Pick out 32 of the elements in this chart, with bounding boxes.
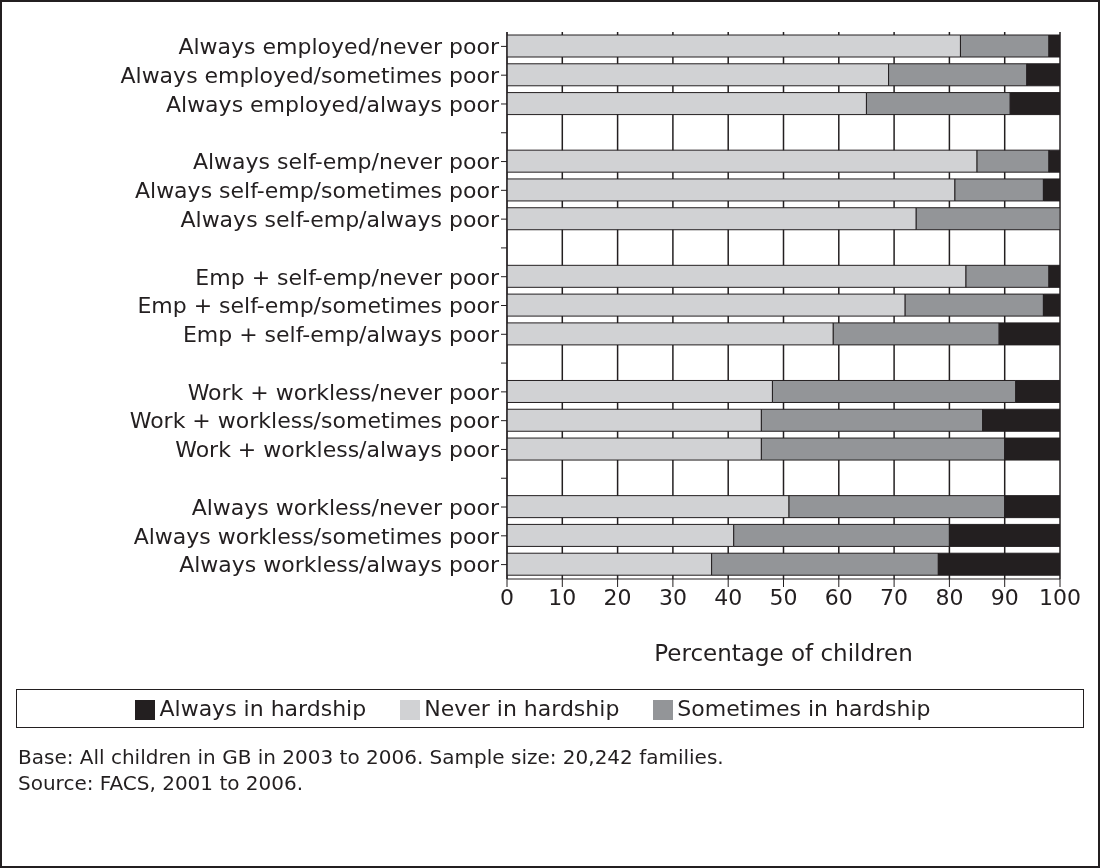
x-tick-label: 40 (714, 584, 743, 610)
y-tick-label: Work + workless/sometimes poor (129, 408, 500, 434)
text: Base: All children in GB in 2003 to 2006. Sample size: 20,242 families. (18, 744, 724, 770)
y-tick-label: Always workless/never poor (191, 494, 500, 520)
x-tick-label: 100 (1039, 584, 1081, 610)
y-tick-label: Emp + self-emp/never poor (195, 264, 500, 290)
x-tick-label: 70 (880, 584, 909, 610)
x-tick-label: 30 (658, 584, 687, 610)
y-tick-label: Always employed/sometimes poor (120, 62, 500, 88)
legend-label: Sometimes in hardship (677, 696, 931, 721)
y-tick-label: Always workless/sometimes poor (133, 523, 500, 549)
y-tick-label: Emp + self-emp/sometimes poor (137, 293, 500, 319)
y-tick-label: Always workless/always poor (179, 552, 500, 578)
x-axis-title: Percentage of children (654, 640, 913, 666)
y-tick-label: Always self-emp/always poor (180, 206, 500, 232)
x-tick-label: 0 (500, 584, 514, 610)
x-tick-label: 90 (990, 584, 1019, 610)
x-tick-label: 50 (769, 584, 798, 610)
y-tick-label: Work + workless/never poor (187, 379, 500, 405)
x-tick-label: 60 (824, 584, 853, 610)
legend-label: Always in hardship (159, 696, 367, 721)
y-tick-label: Always self-emp/sometimes poor (134, 178, 500, 204)
y-tick-label: Always employed/always poor (165, 91, 500, 117)
y-tick-label: Work + workless/always poor (175, 437, 500, 463)
y-tick-label: Always employed/never poor (178, 34, 500, 60)
y-tick-label: Always self-emp/never poor (192, 149, 500, 175)
y-tick-label: Emp + self-emp/always poor (182, 322, 500, 348)
x-tick-label: 10 (548, 584, 577, 610)
source-note: Source: FACS, 2001 to 2006. (18, 770, 305, 796)
x-tick-label: 80 (935, 584, 964, 610)
x-tick-label: 20 (603, 584, 632, 610)
legend-label: Never in hardship (424, 696, 620, 721)
